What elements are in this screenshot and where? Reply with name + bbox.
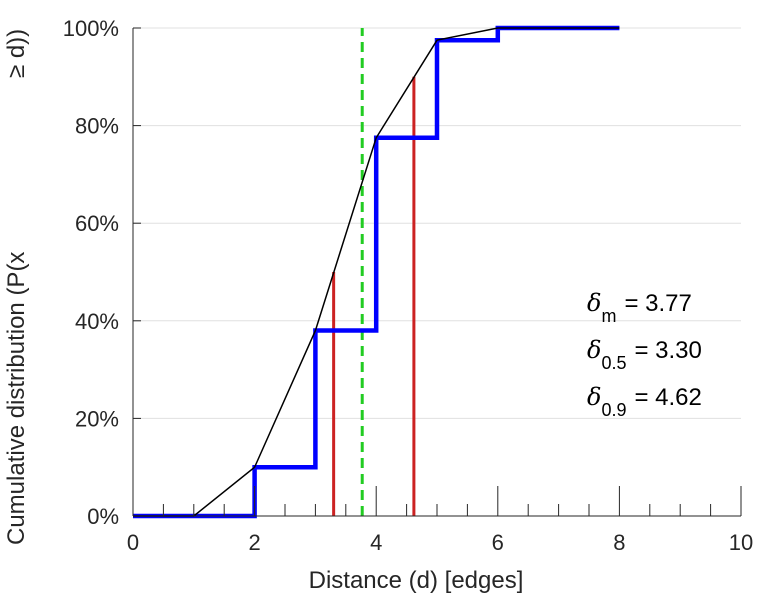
x-tick-label-0: 0 bbox=[127, 530, 139, 555]
y-axis-label: Cumulative distribution (P(x bbox=[3, 252, 30, 545]
vertical-lines bbox=[332, 28, 416, 516]
y-axis-label-tail: ≥ d)) bbox=[3, 29, 30, 78]
x-tick-label-4: 8 bbox=[613, 530, 625, 555]
x-tick-label-5: 10 bbox=[729, 530, 753, 555]
series bbox=[133, 25, 620, 519]
y-tick-label-4: 80% bbox=[75, 114, 119, 139]
y-tick-label-0: 0% bbox=[87, 504, 119, 529]
series-interpolated-line bbox=[133, 27, 620, 517]
x-tick-label-1: 2 bbox=[248, 530, 260, 555]
grid bbox=[133, 27, 741, 419]
y-tick-label-1: 20% bbox=[75, 406, 119, 431]
x-tick-label-3: 6 bbox=[492, 530, 504, 555]
stat-annotation-2: δ0.9 = 4.62 bbox=[587, 383, 702, 420]
y-tick-label-3: 60% bbox=[75, 211, 119, 236]
x-tick-label-2: 4 bbox=[370, 530, 382, 555]
ticks: 0 2 4 6 8 100%20%40%60%80%100% bbox=[63, 16, 754, 555]
stat-annotation-1: δ0.5 = 3.30 bbox=[587, 336, 702, 373]
series-step-line bbox=[133, 25, 620, 519]
y-tick-label-5: 100% bbox=[63, 16, 119, 41]
x-axis-label: Distance (d) [edges] bbox=[309, 567, 524, 594]
stat-annotation-0: δm = 3.77 bbox=[587, 289, 692, 326]
annotations: δm = 3.77 δ0.5 = 3.30 δ0.9 = 4.62 bbox=[587, 289, 702, 420]
y-tick-label-2: 40% bbox=[75, 309, 119, 334]
